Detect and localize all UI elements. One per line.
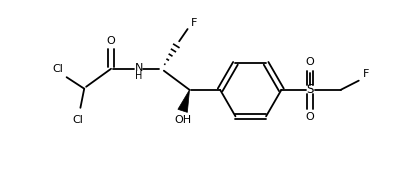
Text: N: N bbox=[134, 63, 143, 73]
Text: O: O bbox=[305, 112, 314, 122]
Text: OH: OH bbox=[174, 115, 191, 125]
Text: O: O bbox=[305, 57, 314, 67]
Text: F: F bbox=[362, 69, 368, 79]
Text: Cl: Cl bbox=[53, 64, 63, 74]
Text: Cl: Cl bbox=[72, 115, 83, 125]
Text: O: O bbox=[106, 35, 115, 46]
Text: F: F bbox=[190, 18, 196, 28]
Text: H: H bbox=[135, 71, 142, 82]
Text: S: S bbox=[306, 83, 313, 96]
Polygon shape bbox=[178, 90, 189, 112]
